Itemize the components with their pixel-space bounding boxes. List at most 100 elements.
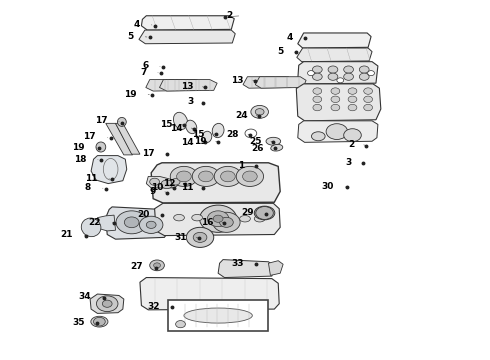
Circle shape [328,66,338,73]
Polygon shape [269,261,283,275]
Text: 16: 16 [201,218,213,227]
Circle shape [161,180,172,189]
Text: 17: 17 [142,149,155,158]
Text: 19: 19 [124,90,137,99]
Circle shape [220,217,233,227]
Circle shape [220,171,235,182]
Ellipse shape [254,216,265,222]
Circle shape [214,166,242,186]
Polygon shape [297,48,372,62]
Text: 17: 17 [95,116,107,125]
Text: 13: 13 [231,76,244,85]
Circle shape [97,296,118,312]
Text: 28: 28 [227,130,239,139]
Circle shape [213,215,223,222]
Polygon shape [116,123,140,154]
Circle shape [170,166,197,186]
Polygon shape [147,176,179,188]
Text: 5: 5 [277,47,283,56]
Text: 1: 1 [238,161,244,170]
Ellipse shape [96,142,106,152]
Circle shape [207,211,229,226]
Polygon shape [159,80,217,91]
Circle shape [147,221,156,228]
Circle shape [198,171,213,182]
Circle shape [343,66,353,73]
Ellipse shape [186,120,197,134]
Text: 35: 35 [72,318,85,327]
Circle shape [213,212,240,232]
Circle shape [140,216,163,233]
Circle shape [308,71,315,76]
Ellipse shape [173,215,184,221]
Text: 2: 2 [226,11,233,20]
Polygon shape [298,62,378,84]
Circle shape [331,96,340,103]
Circle shape [359,73,369,80]
Polygon shape [296,84,381,121]
Ellipse shape [81,218,101,237]
Polygon shape [155,203,280,235]
Circle shape [343,129,361,141]
Text: 5: 5 [127,32,134,41]
Circle shape [176,171,191,182]
Ellipse shape [271,144,283,151]
Text: 18: 18 [74,155,86,164]
Text: 22: 22 [88,218,101,227]
Circle shape [331,88,340,94]
Polygon shape [106,207,169,239]
Text: 12: 12 [163,179,175,188]
Ellipse shape [202,131,212,143]
Text: 3: 3 [188,97,194,106]
Circle shape [368,71,374,76]
Text: 31: 31 [175,233,187,242]
Circle shape [150,178,159,185]
Circle shape [192,166,220,186]
Text: 29: 29 [241,208,254,217]
Polygon shape [243,77,294,88]
Text: 19: 19 [72,143,85,152]
Polygon shape [142,16,234,30]
Circle shape [364,104,372,111]
Text: 25: 25 [249,137,262,146]
Circle shape [251,105,269,118]
Ellipse shape [212,123,224,138]
Circle shape [154,263,160,268]
Text: 11: 11 [181,183,194,192]
Circle shape [171,179,180,185]
Circle shape [348,104,357,111]
Circle shape [337,78,343,83]
Circle shape [255,109,264,115]
Ellipse shape [254,206,275,220]
Text: 21: 21 [60,230,73,239]
Text: 14: 14 [170,123,182,132]
Text: 30: 30 [321,182,334,191]
Polygon shape [218,260,274,278]
Circle shape [343,73,353,80]
Polygon shape [106,123,133,155]
Polygon shape [151,163,280,203]
Circle shape [102,300,112,307]
Polygon shape [298,121,378,142]
Ellipse shape [184,308,252,323]
Circle shape [313,88,322,94]
Circle shape [175,320,185,328]
Circle shape [193,232,207,242]
Text: 14: 14 [181,138,194,147]
FancyBboxPatch shape [168,300,269,330]
Circle shape [313,73,322,80]
Ellipse shape [173,112,188,129]
Text: 4: 4 [134,19,140,28]
Text: 13: 13 [181,82,194,91]
Circle shape [186,227,214,247]
Circle shape [199,205,237,232]
Text: 2: 2 [349,140,355,149]
Ellipse shape [192,215,202,221]
Text: 3: 3 [345,158,351,167]
Circle shape [236,166,264,186]
Circle shape [348,88,357,94]
Polygon shape [298,33,371,48]
Circle shape [359,66,369,73]
Text: 15: 15 [193,130,205,139]
Circle shape [313,66,322,73]
